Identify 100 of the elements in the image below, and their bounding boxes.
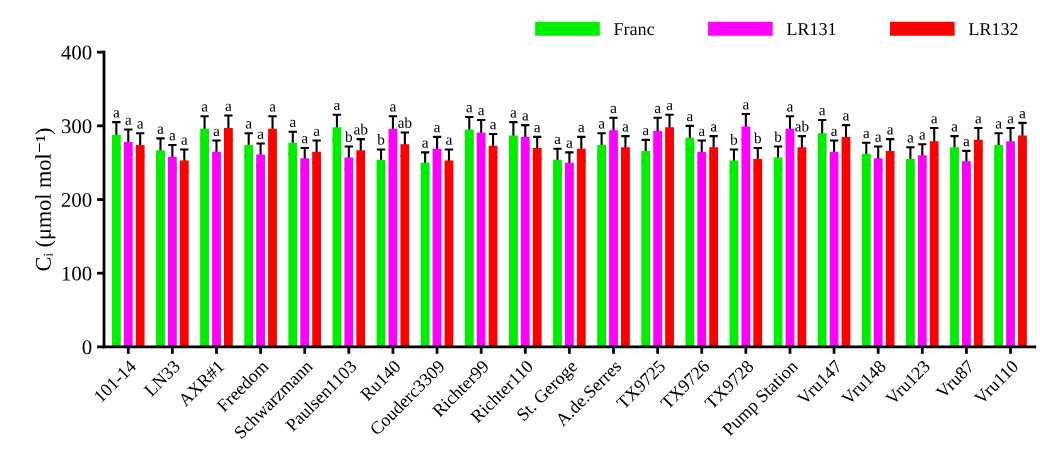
bar [665, 127, 674, 347]
data-label: a [907, 135, 914, 143]
bar [861, 153, 871, 347]
bar [167, 156, 177, 347]
bar [532, 147, 542, 347]
data-label: a [334, 102, 341, 111]
data-label: a [843, 113, 850, 121]
data-label: a [390, 104, 397, 112]
bar [797, 147, 807, 347]
data-label: b [345, 131, 353, 142]
data-label: a [642, 127, 649, 136]
data-label: a [301, 136, 308, 144]
data-label: ab [354, 123, 368, 135]
data-label: a [510, 110, 517, 118]
bar [653, 131, 663, 347]
bar [312, 151, 322, 347]
bar [829, 151, 839, 347]
data-label: a [422, 140, 429, 148]
bar [709, 147, 719, 347]
data-label: a [831, 128, 838, 136]
data-label: a [466, 105, 473, 113]
data-label: a [554, 136, 561, 145]
bar [376, 159, 386, 347]
bar [950, 147, 959, 347]
bar [123, 142, 133, 347]
bar [223, 128, 233, 347]
bar [420, 162, 430, 347]
data-label: a [446, 137, 453, 145]
bar [268, 128, 277, 347]
bar [553, 159, 562, 347]
bar [244, 145, 254, 347]
data-label: a [289, 119, 296, 128]
bar [464, 129, 474, 347]
data-label: a [534, 125, 541, 133]
data-label: a [919, 132, 926, 140]
data-label: a [169, 133, 176, 141]
bar [621, 147, 630, 347]
bar [488, 145, 498, 347]
bar [841, 136, 851, 347]
data-label: a [951, 124, 958, 132]
bar [444, 160, 454, 347]
bar [179, 160, 189, 347]
bar [256, 154, 266, 347]
bar [929, 141, 939, 347]
bar [388, 128, 398, 347]
bar [332, 127, 342, 347]
bar [212, 151, 221, 347]
bar [520, 136, 530, 347]
bar [773, 157, 783, 347]
data-label: a [787, 104, 794, 112]
bar [917, 155, 927, 347]
data-label: a [654, 105, 661, 114]
bar [200, 128, 209, 347]
bar [962, 161, 971, 347]
data-label: a [113, 110, 120, 118]
data-label: a [698, 128, 705, 136]
bar [1006, 141, 1015, 347]
bar [1018, 135, 1027, 347]
bar [564, 162, 574, 347]
data-label: a [1007, 116, 1014, 124]
data-label: b [377, 134, 385, 145]
bar [885, 150, 895, 347]
data-label: b [753, 132, 761, 144]
data-label: a [666, 102, 673, 111]
bar [111, 134, 121, 347]
bar [300, 158, 310, 347]
data-label: a [686, 113, 694, 122]
bar [356, 150, 366, 347]
data-label: b [774, 131, 782, 142]
legend-label: Franc [614, 23, 655, 36]
data-label: a [213, 128, 220, 136]
data-label: a [975, 116, 982, 124]
y-tick-label: 300 [61, 119, 92, 134]
bar [697, 151, 707, 347]
bar [609, 130, 618, 347]
y-tick-label: 0 [82, 340, 92, 355]
data-label: a [622, 124, 629, 132]
data-label: a [875, 134, 882, 142]
data-label: a [434, 125, 441, 133]
data-label: a [1019, 111, 1026, 119]
bar [685, 137, 695, 347]
bar [741, 126, 751, 347]
bar [994, 145, 1004, 347]
data-label: a [245, 121, 252, 129]
data-label: a [257, 131, 264, 139]
data-label: a [887, 127, 894, 135]
bar [641, 150, 651, 347]
y-axis-title: Cᵢ (μmol mol⁻¹) [35, 128, 56, 271]
data-label: a [931, 116, 938, 124]
data-label: ab [398, 117, 412, 128]
bar [729, 160, 739, 347]
bar [344, 157, 354, 347]
data-label: a [743, 102, 750, 110]
data-label: a [201, 104, 208, 112]
bar [432, 148, 442, 347]
data-label: a [225, 103, 232, 111]
data-label: a [269, 104, 276, 112]
bar [873, 158, 883, 347]
data-label: ab [795, 120, 809, 132]
bar [135, 145, 145, 347]
